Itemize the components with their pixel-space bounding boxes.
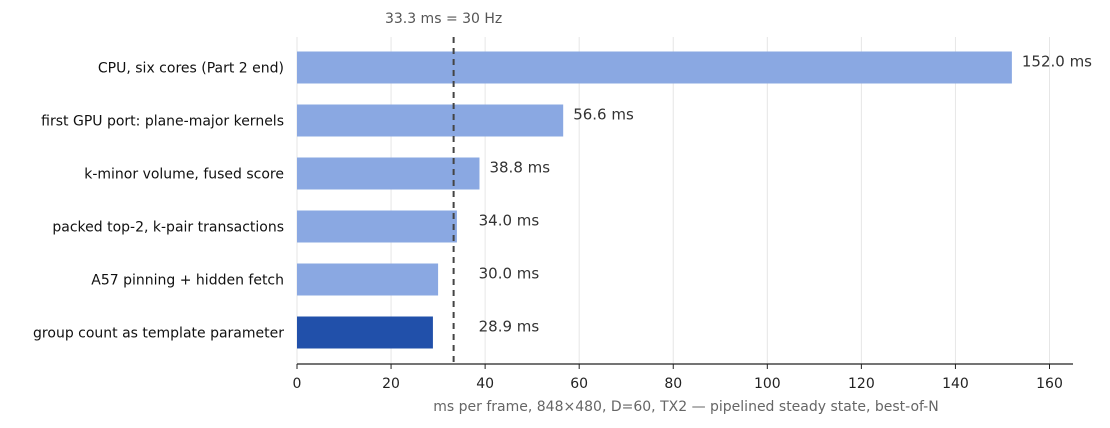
value-label: 30.0 ms: [479, 265, 540, 283]
x-tick-label: 40: [476, 376, 494, 392]
grid-lines: [296, 37, 1050, 364]
x-tick-label: 20: [382, 376, 400, 392]
value-label: 28.9 ms: [479, 318, 540, 336]
x-ticks: 0 20 40 60 80 100 120 140 160: [293, 364, 1063, 392]
x-tick-label: 120: [848, 376, 875, 392]
reference-line-label: 33.3 ms = 30 Hz: [385, 11, 502, 27]
bars: [297, 51, 1012, 349]
bar: [297, 51, 1012, 84]
value-labels: 152.0 ms 56.6 ms 38.8 ms 34.0 ms 30.0 ms 28.9…: [479, 53, 1093, 336]
x-axis-title: ms per frame, 848×480, D=60, TX2 — pipel…: [433, 399, 938, 415]
category-labels: CPU, six cores (Part 2 end) first GPU por…: [33, 61, 284, 342]
value-label: 38.8 ms: [489, 159, 550, 177]
x-tick-label: 60: [570, 376, 588, 392]
x-tick-label: 80: [664, 376, 682, 392]
x-tick-label: 160: [1036, 376, 1063, 392]
value-label: 152.0 ms: [1022, 53, 1092, 71]
bar: [297, 263, 439, 296]
x-tick-label: 0: [293, 376, 302, 392]
x-tick-label: 100: [754, 376, 781, 392]
value-label: 34.0 ms: [479, 212, 540, 230]
x-axis: 0 20 40 60 80 100 120 140 160: [293, 363, 1074, 392]
category-label: A57 pinning + hidden fetch: [91, 273, 284, 289]
bar: [297, 210, 457, 243]
x-tick-label: 140: [942, 376, 969, 392]
bar: [297, 157, 480, 190]
category-label: CPU, six cores (Part 2 end): [98, 61, 284, 77]
category-label: group count as template parameter: [33, 326, 284, 342]
bar: [297, 104, 564, 137]
category-label: k-minor volume, fused score: [84, 167, 284, 183]
bar: [297, 316, 433, 349]
category-label: packed top-2, k-pair transactions: [52, 220, 284, 236]
value-label: 56.6 ms: [573, 106, 634, 124]
category-label: first GPU port: plane-major kernels: [41, 114, 284, 130]
reference-line-group: 33.3 ms = 30 Hz: [385, 11, 502, 364]
